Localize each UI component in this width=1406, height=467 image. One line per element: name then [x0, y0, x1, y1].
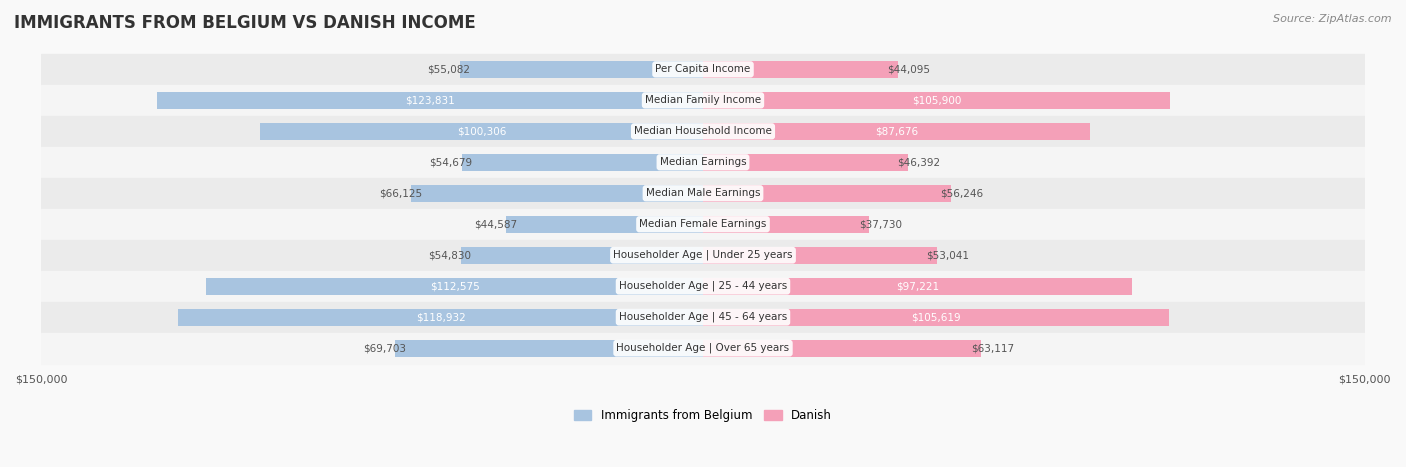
- Text: $44,095: $44,095: [887, 64, 929, 74]
- Text: $56,246: $56,246: [941, 188, 984, 198]
- Bar: [703, 185, 950, 202]
- Text: Householder Age | 25 - 44 years: Householder Age | 25 - 44 years: [619, 281, 787, 291]
- Text: $97,221: $97,221: [896, 281, 939, 291]
- Bar: [41, 178, 1365, 209]
- Bar: [395, 340, 703, 357]
- Bar: [460, 61, 703, 78]
- Bar: [41, 85, 1365, 116]
- Bar: [703, 278, 1132, 295]
- Bar: [41, 209, 1365, 240]
- Text: Median Household Income: Median Household Income: [634, 126, 772, 136]
- Bar: [41, 271, 1365, 302]
- Text: Per Capita Income: Per Capita Income: [655, 64, 751, 74]
- Text: $37,730: $37,730: [859, 219, 903, 229]
- Text: Median Earnings: Median Earnings: [659, 157, 747, 167]
- Text: $105,900: $105,900: [912, 95, 962, 106]
- Bar: [703, 61, 897, 78]
- Text: Median Male Earnings: Median Male Earnings: [645, 188, 761, 198]
- Bar: [207, 278, 703, 295]
- Bar: [703, 340, 981, 357]
- Text: $46,392: $46,392: [897, 157, 941, 167]
- Bar: [41, 147, 1365, 178]
- Bar: [703, 154, 908, 171]
- Text: $54,830: $54,830: [429, 250, 471, 260]
- Text: Median Family Income: Median Family Income: [645, 95, 761, 106]
- Text: $63,117: $63,117: [972, 343, 1014, 353]
- Bar: [41, 54, 1365, 85]
- Bar: [703, 123, 1090, 140]
- Text: $123,831: $123,831: [405, 95, 454, 106]
- Text: $112,575: $112,575: [430, 281, 479, 291]
- Bar: [41, 116, 1365, 147]
- Text: $54,679: $54,679: [429, 157, 472, 167]
- Bar: [260, 123, 703, 140]
- Bar: [156, 92, 703, 109]
- Bar: [703, 92, 1170, 109]
- Bar: [461, 154, 703, 171]
- Bar: [41, 333, 1365, 364]
- Text: $55,082: $55,082: [427, 64, 471, 74]
- Text: $66,125: $66,125: [378, 188, 422, 198]
- Text: Householder Age | 45 - 64 years: Householder Age | 45 - 64 years: [619, 312, 787, 322]
- Bar: [412, 185, 703, 202]
- Text: Householder Age | Under 25 years: Householder Age | Under 25 years: [613, 250, 793, 261]
- Text: Source: ZipAtlas.com: Source: ZipAtlas.com: [1274, 14, 1392, 24]
- Legend: Immigrants from Belgium, Danish: Immigrants from Belgium, Danish: [574, 409, 832, 422]
- Text: $100,306: $100,306: [457, 126, 506, 136]
- Bar: [703, 247, 936, 264]
- Bar: [179, 309, 703, 325]
- Text: $53,041: $53,041: [927, 250, 970, 260]
- Bar: [703, 309, 1168, 325]
- Text: $118,932: $118,932: [416, 312, 465, 322]
- Bar: [506, 216, 703, 233]
- Bar: [461, 247, 703, 264]
- Text: Householder Age | Over 65 years: Householder Age | Over 65 years: [616, 343, 790, 354]
- Bar: [703, 216, 869, 233]
- Bar: [41, 240, 1365, 271]
- Text: Median Female Earnings: Median Female Earnings: [640, 219, 766, 229]
- Text: IMMIGRANTS FROM BELGIUM VS DANISH INCOME: IMMIGRANTS FROM BELGIUM VS DANISH INCOME: [14, 14, 475, 32]
- Text: $44,587: $44,587: [474, 219, 517, 229]
- Text: $69,703: $69,703: [363, 343, 406, 353]
- Text: $87,676: $87,676: [875, 126, 918, 136]
- Text: $105,619: $105,619: [911, 312, 960, 322]
- Bar: [41, 302, 1365, 333]
